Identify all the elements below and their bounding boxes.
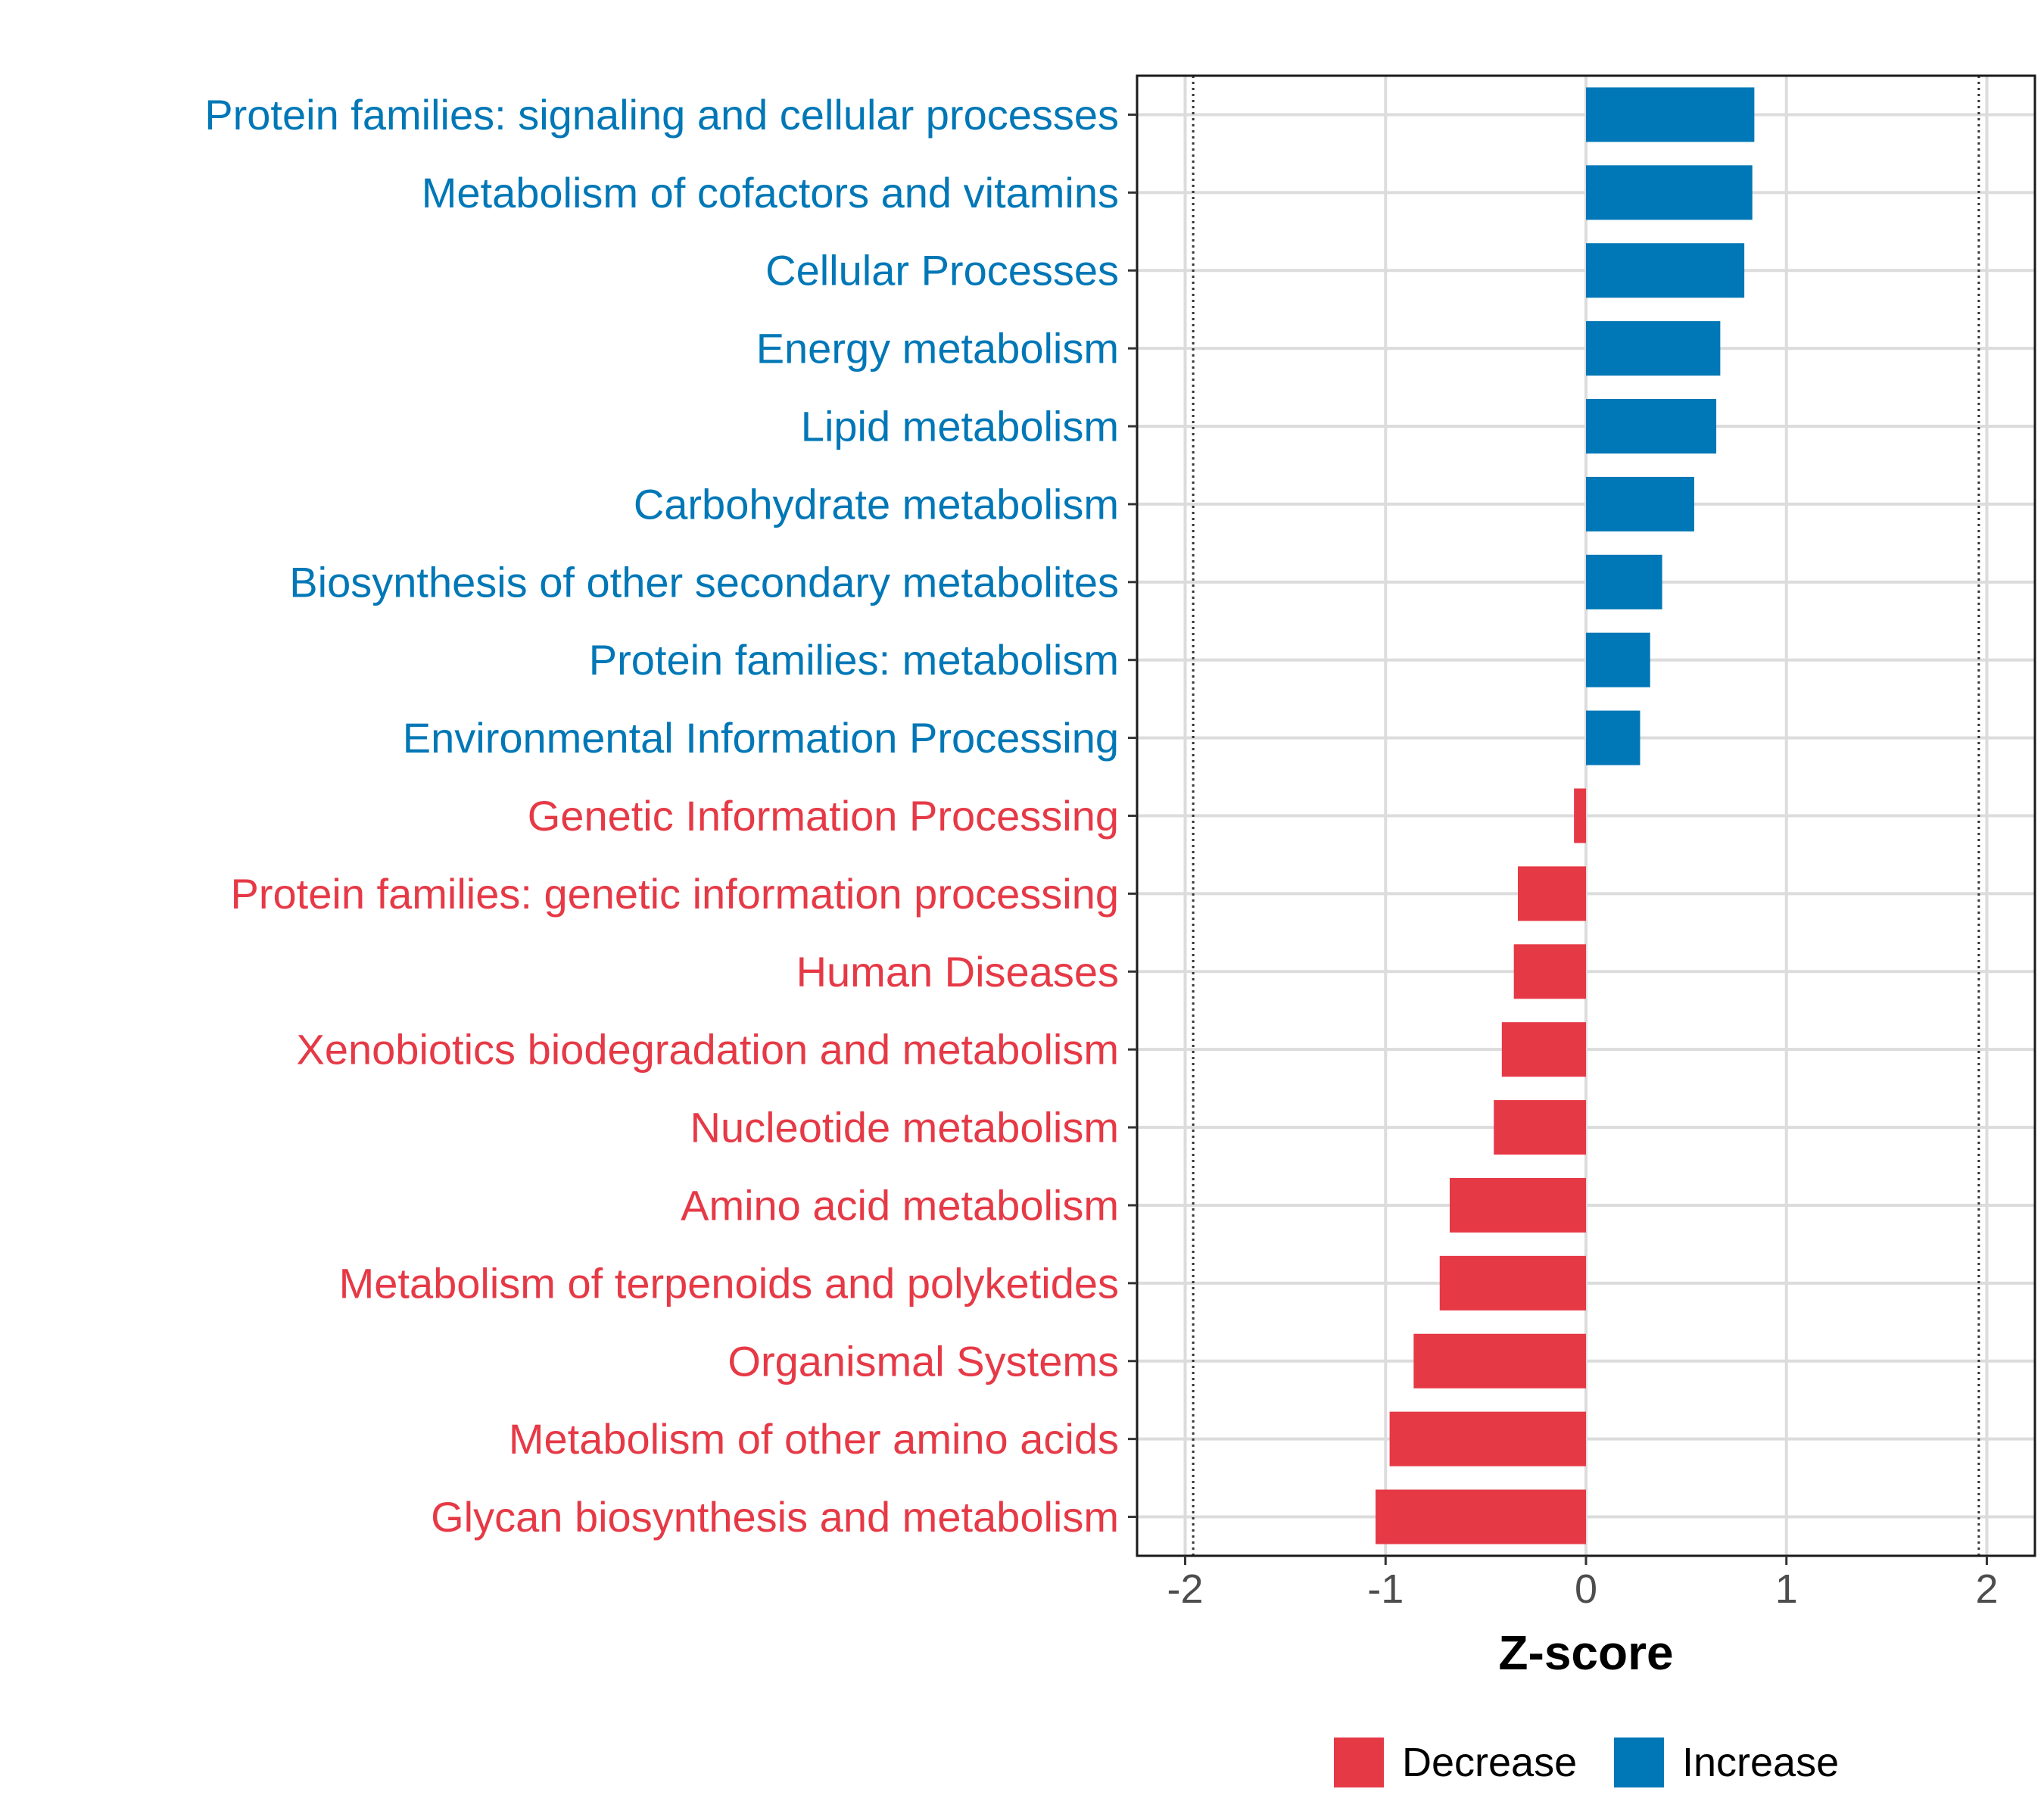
x-axis-title: Z-score	[1498, 1625, 1673, 1680]
bar	[1439, 1255, 1586, 1311]
x-tick-label: -2	[1167, 1566, 1204, 1612]
category-label: Genetic Information Processing	[528, 792, 1119, 840]
category-label: Lipid metabolism	[801, 403, 1119, 450]
category-label: Amino acid metabolism	[681, 1181, 1119, 1229]
category-label: Environmental Information Processing	[403, 714, 1119, 762]
category-label: Glycan biosynthesis and metabolism	[431, 1493, 1119, 1541]
bar	[1413, 1333, 1586, 1388]
bar	[1449, 1177, 1586, 1233]
category-label: Protein families: metabolism	[589, 636, 1119, 684]
x-tick-label: 0	[1575, 1566, 1597, 1612]
category-label: Protein families: genetic information pr…	[231, 870, 1119, 918]
category-label: Organismal Systems	[728, 1337, 1119, 1385]
category-label: Metabolism of terpenoids and polyketides	[339, 1259, 1119, 1307]
x-tick-label: 2	[1975, 1566, 1998, 1612]
y-tick-marks	[1128, 113, 1137, 1519]
category-label: Metabolism of cofactors and vitamins	[422, 169, 1119, 217]
bar	[1389, 1411, 1586, 1466]
reference-lines	[1192, 76, 1980, 1556]
bar	[1574, 788, 1586, 843]
legend-swatch	[1614, 1738, 1664, 1787]
bar	[1501, 1022, 1586, 1077]
bar	[1586, 165, 1753, 220]
bar	[1513, 944, 1586, 999]
category-label: Carbohydrate metabolism	[634, 480, 1119, 528]
category-label: Human Diseases	[796, 948, 1119, 996]
x-axis-ticks: -2 -1 0 1 2	[1167, 1556, 1998, 1612]
bar	[1586, 243, 1745, 298]
legend-label: Increase	[1682, 1740, 1839, 1785]
x-tick-label: 1	[1775, 1566, 1798, 1612]
bar	[1494, 1100, 1586, 1155]
bar	[1586, 476, 1694, 531]
category-label: Nucleotide metabolism	[690, 1104, 1119, 1152]
legend-label: Decrease	[1402, 1740, 1577, 1785]
bar	[1586, 710, 1640, 765]
category-labels: Protein families: signaling and cellular…	[204, 91, 1119, 1541]
category-label: Xenobiotics biodegradation and metabolis…	[297, 1026, 1119, 1074]
bar	[1586, 87, 1755, 142]
category-label: Energy metabolism	[756, 325, 1119, 372]
bar	[1586, 399, 1717, 454]
category-label: Cellular Processes	[765, 247, 1119, 295]
bar	[1586, 554, 1662, 609]
legend-swatch	[1334, 1738, 1384, 1787]
bar	[1586, 321, 1721, 376]
category-label: Protein families: signaling and cellular…	[204, 91, 1119, 139]
bar	[1376, 1489, 1586, 1544]
bar	[1517, 866, 1586, 921]
bars	[1376, 87, 1755, 1544]
x-tick-label: -1	[1367, 1566, 1404, 1612]
category-label: Metabolism of other amino acids	[509, 1415, 1119, 1463]
category-label: Biosynthesis of other secondary metaboli…	[289, 558, 1119, 606]
bar	[1586, 632, 1650, 687]
legend: Decrease Increase	[1334, 1738, 1839, 1787]
